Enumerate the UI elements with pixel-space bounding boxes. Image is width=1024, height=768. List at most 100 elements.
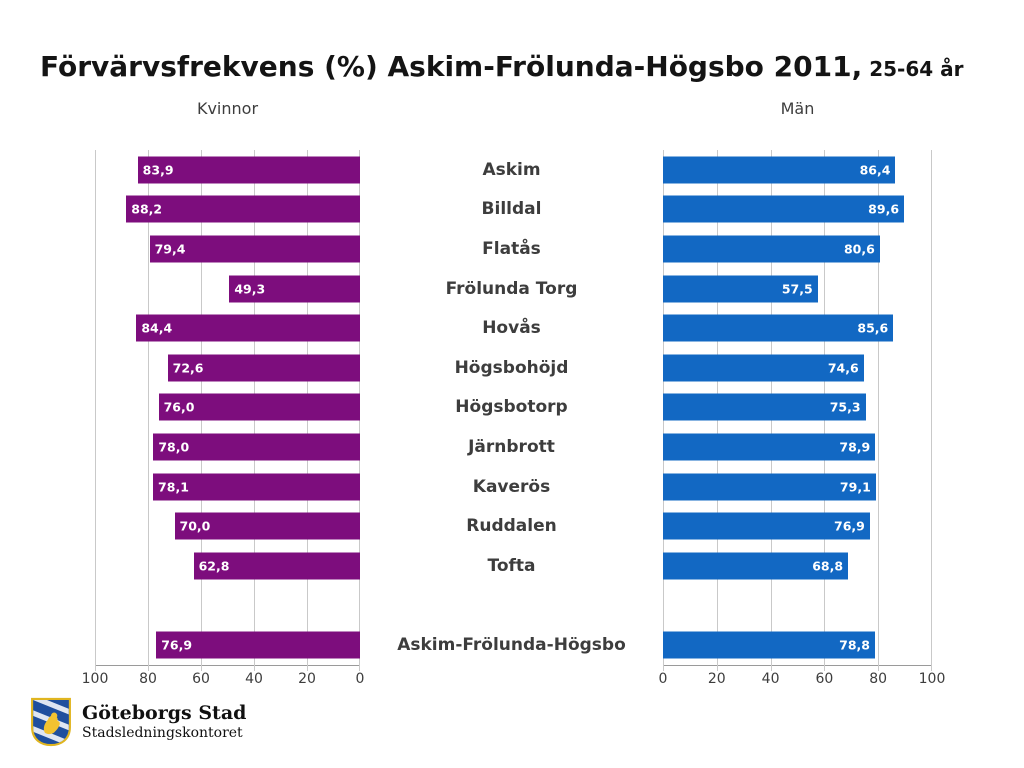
men-bar-value-label: 85,6 <box>857 320 889 336</box>
women-bar-cell: 79,4 <box>95 229 360 269</box>
men-bar-cell: 57,5 <box>663 269 932 309</box>
title-suffix: 25-64 år <box>862 57 964 81</box>
women-bar: 70,0 <box>174 512 360 540</box>
men-bar: 76,9 <box>663 512 870 540</box>
chart-rows: 83,9 Askim 86,4 88,2 Billdal 89,6 79,4 Flatås 80… <box>0 150 1024 665</box>
women-bar-cell: 78,0 <box>95 427 360 467</box>
women-bar: 49,3 <box>229 275 360 303</box>
men-bar: 80,6 <box>663 235 880 263</box>
men-bar-cell: 68,8 <box>663 546 932 586</box>
chart-row: 78,1 Kaverös 79,1 <box>0 467 1024 507</box>
chart-row: 62,8 Tofta 68,8 <box>0 546 1024 586</box>
women-bar-value-label: 88,2 <box>131 201 163 217</box>
category-label: Billdal <box>481 199 542 220</box>
women-bar: 83,9 <box>137 156 360 184</box>
axis-tick-label: 60 <box>192 671 210 687</box>
women-bar: 78,0 <box>153 433 360 461</box>
men-bar: 79,1 <box>663 473 876 501</box>
page-title: Förvärvsfrekvens (%) Askim-Frölunda-Högs… <box>40 50 963 83</box>
men-bar: 68,8 <box>663 552 849 580</box>
axis-tick-label: 100 <box>918 671 946 687</box>
women-bar-cell: 76,9 <box>95 625 360 665</box>
women-bar-value-label: 70,0 <box>179 518 211 534</box>
men-bar-value-label: 78,9 <box>839 439 871 455</box>
axis-tick-label: 0 <box>658 671 668 687</box>
men-bar-value-label: 74,6 <box>827 360 859 376</box>
women-bar-cell: 76,0 <box>95 388 360 428</box>
women-bar-value-label: 76,0 <box>163 399 195 415</box>
men-axis-ticks: 0 20 40 60 80 100 <box>659 671 946 691</box>
men-bar-cell: 89,6 <box>663 190 932 230</box>
category-label: Frölunda Torg <box>445 278 578 299</box>
women-axis-ticks: 100 80 60 40 20 0 <box>82 671 365 691</box>
women-bar-cell: 62,8 <box>95 546 360 586</box>
chart-row: 88,2 Billdal 89,6 <box>0 190 1024 230</box>
category-label: Askim-Frölunda-Högsbo <box>397 634 626 655</box>
women-bar-value-label: 72,6 <box>172 360 204 376</box>
men-bar-value-label: 57,5 <box>781 281 813 297</box>
women-bar-value-label: 62,8 <box>198 558 230 574</box>
women-bar-cell: 84,4 <box>95 308 360 348</box>
women-bar: 78,1 <box>153 473 360 501</box>
chart-row: 49,3 Frölunda Torg 57,5 <box>0 269 1024 309</box>
men-bar-cell: 85,6 <box>663 308 932 348</box>
men-bar-cell: 75,3 <box>663 388 932 428</box>
chart-row: 78,0 Järnbrott 78,9 <box>0 427 1024 467</box>
logo-dept-name: Stadsledningskontoret <box>82 724 243 741</box>
women-bar-value-label: 49,3 <box>234 281 266 297</box>
women-bar-cell: 88,2 <box>95 190 360 230</box>
women-bar: 79,4 <box>149 235 360 263</box>
category-label: Högsbotorp <box>455 397 568 418</box>
men-bar-cell: 86,4 <box>663 150 932 190</box>
gridline <box>95 150 96 671</box>
men-bar-value-label: 78,8 <box>839 637 870 653</box>
category-label: Flatås <box>482 238 541 259</box>
chart-row: 72,6 Högsbohöjd 74,6 <box>0 348 1024 388</box>
men-bar: 89,6 <box>663 195 905 223</box>
gridline <box>878 150 880 671</box>
spacer-row <box>0 586 1024 626</box>
women-bar-value-label: 83,9 <box>142 162 174 178</box>
men-bar: 78,8 <box>663 631 875 659</box>
men-bar-value-label: 76,9 <box>834 518 865 534</box>
category-label: Kaverös <box>472 476 551 497</box>
category-label: Tofta <box>487 555 536 576</box>
category-label: Askim <box>482 159 541 180</box>
axis-tick-label: 60 <box>815 671 834 687</box>
women-bar: 72,6 <box>167 354 360 382</box>
men-bar-cell: 78,8 <box>663 625 932 665</box>
chart-row: 83,9 Askim 86,4 <box>0 150 1024 190</box>
chart-row: 84,4 Hovås 85,6 <box>0 308 1024 348</box>
axis-tick-label: 80 <box>139 671 157 687</box>
chart-row: 76,9 Askim-Frölunda-Högsbo 78,8 <box>0 625 1024 665</box>
men-bar-cell: 79,1 <box>663 467 932 507</box>
category-label: Högsbohöjd <box>454 357 569 378</box>
men-bar: 78,9 <box>663 433 876 461</box>
axis-tick-label: 80 <box>869 671 888 687</box>
men-bar-value-label: 68,8 <box>812 558 844 574</box>
women-bar-value-label: 76,9 <box>161 637 193 653</box>
logo-org-name: Göteborgs Stad <box>82 702 247 725</box>
category-label: Ruddalen <box>466 516 557 537</box>
men-bar-value-label: 75,3 <box>829 399 861 415</box>
women-bar: 84,4 <box>136 314 360 342</box>
women-bar-cell: 49,3 <box>95 269 360 309</box>
men-bar: 57,5 <box>663 275 818 303</box>
logo-text: Göteborgs Stad Stadsledningskontoret <box>82 702 247 741</box>
women-bar-cell: 78,1 <box>95 467 360 507</box>
goteborg-stad-logo <box>31 697 71 747</box>
axis-tick-label: 100 <box>81 671 109 687</box>
men-bar: 74,6 <box>663 354 864 382</box>
axis-tick-label: 0 <box>355 671 365 687</box>
men-bar: 86,4 <box>663 156 896 184</box>
column-header-men: Män <box>780 99 815 118</box>
men-bar-value-label: 79,1 <box>839 479 871 495</box>
gridline <box>148 150 149 671</box>
women-bar-value-label: 79,4 <box>154 241 186 257</box>
title-main: Förvärvsfrekvens (%) Askim-Frölunda-Högs… <box>40 50 863 83</box>
men-bar-cell: 78,9 <box>663 427 932 467</box>
men-bar: 85,6 <box>663 314 894 342</box>
women-bar-value-label: 78,0 <box>158 439 190 455</box>
category-label: Järnbrott <box>468 436 555 457</box>
